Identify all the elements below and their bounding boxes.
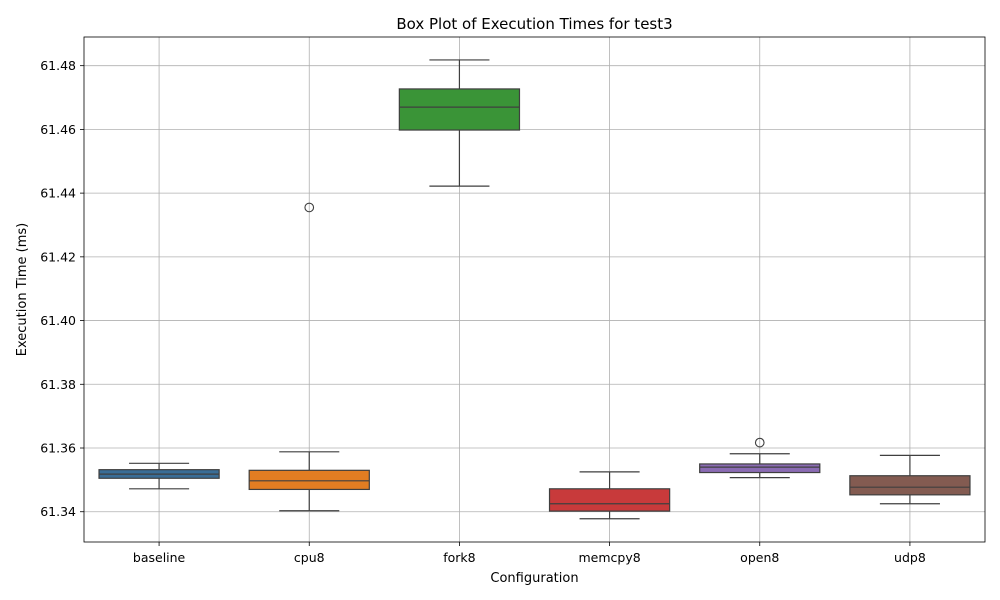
box-cpu8 bbox=[248, 202, 370, 512]
chart-title: Box Plot of Execution Times for test3 bbox=[396, 15, 672, 33]
x-tick-label-memcpy8: memcpy8 bbox=[578, 550, 640, 565]
plot-frame bbox=[83, 36, 986, 543]
box-iqr bbox=[699, 463, 821, 474]
box-iqr bbox=[849, 475, 971, 496]
x-tick-label-baseline: baseline bbox=[133, 550, 186, 565]
y-tick-label: 61.48 bbox=[40, 58, 76, 73]
box-fork8 bbox=[398, 59, 521, 187]
x-axis-label: Configuration bbox=[490, 571, 578, 586]
box-udp8 bbox=[849, 454, 971, 505]
outlier-point bbox=[754, 437, 765, 448]
y-tick-label: 61.40 bbox=[40, 313, 76, 328]
box-open8 bbox=[699, 437, 821, 479]
box-iqr bbox=[548, 488, 671, 512]
box-baseline bbox=[98, 462, 220, 490]
y-tick-label: 61.38 bbox=[40, 377, 76, 392]
x-tick-label-udp8: udp8 bbox=[894, 550, 926, 565]
y-tick-label: 61.46 bbox=[40, 122, 76, 137]
y-axis-label: Execution Time (ms) bbox=[15, 223, 30, 356]
box-layer bbox=[98, 59, 971, 520]
y-tick-label: 61.42 bbox=[40, 249, 76, 264]
y-tick-label: 61.44 bbox=[40, 186, 76, 201]
box-iqr bbox=[398, 88, 521, 131]
y-tick-label: 61.36 bbox=[40, 441, 76, 456]
x-tick-label-open8: open8 bbox=[740, 550, 779, 565]
box-memcpy8 bbox=[548, 471, 671, 520]
outlier-point bbox=[304, 202, 315, 213]
box-iqr bbox=[248, 469, 370, 491]
y-tick-label: 61.34 bbox=[40, 504, 76, 519]
x-tick-label-fork8: fork8 bbox=[443, 550, 475, 565]
tick-layer: 61.34 61.36 61.38 61.40 61.42 61.44 61.46 61.48… bbox=[40, 58, 926, 565]
x-tick-label-cpu8: cpu8 bbox=[294, 550, 325, 565]
